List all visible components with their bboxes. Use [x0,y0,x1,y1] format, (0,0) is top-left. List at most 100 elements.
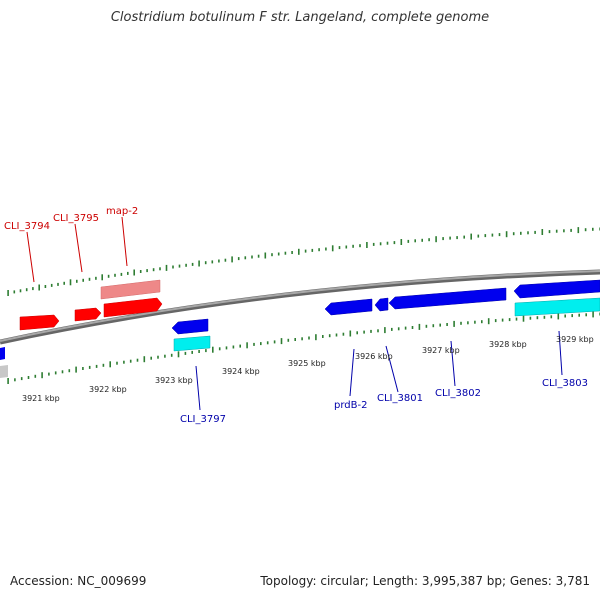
upper-track-tick [191,262,194,266]
upper-track-tick [379,242,382,246]
lower-track-tick [411,326,414,329]
lower-track-tick [391,327,393,331]
forward-gene-labels: CLI_3794 CLI_3795 map-2 [4,206,138,232]
lower-track-tick [487,318,490,325]
upper-track-tick [152,268,155,272]
gene-map-2-light [100,279,161,300]
gene-cli-3802[interactable] [388,287,507,310]
upper-track-tick [107,274,110,278]
upper-track-tick [393,241,396,245]
upper-track-tick [570,228,572,232]
lower-track-tick [335,333,338,337]
lower-track-tick [239,344,241,348]
lower-track-tick [170,353,173,357]
label-cli-3795[interactable]: CLI_3795 [53,213,99,224]
gene-cli-3803[interactable] [513,279,600,299]
scale-label-3927: 3927 kbp [422,346,460,355]
lower-track-tick [446,323,448,326]
lower-tick-track [7,311,600,384]
gene-cli-3803-light [514,297,600,317]
label-cli-3801[interactable]: CLI_3801 [377,393,423,404]
label-cli-3803[interactable]: CLI_3803 [542,378,588,389]
upper-track-tick [449,236,451,240]
upper-track-tick [400,239,403,245]
label-cli-3794[interactable]: CLI_3794 [4,221,50,232]
label-cli-3797[interactable]: CLI_3797 [180,414,226,425]
scale-label-3921: 3921 kbp [22,394,60,403]
lower-track-tick [377,329,379,333]
upper-track-tick [146,269,148,273]
upper-track-tick [25,288,28,292]
lower-track-tick [246,342,248,349]
upper-track-tick [407,239,410,243]
gene-prdb-2[interactable] [324,298,373,316]
leader-cli-3794 [26,231,35,283]
lower-track-tick [48,372,50,376]
lower-track-tick [273,340,276,344]
lower-track-tick [404,326,407,330]
scale-labels: 3921 kbp 3922 kbp 3923 kbp 3924 kbp 3925… [22,335,594,403]
upper-track-tick [244,256,247,260]
lower-track-tick [20,377,23,381]
upper-track-tick [359,244,361,248]
lower-track-tick [294,338,296,341]
lower-track-tick [384,327,386,334]
upper-track-tick [534,230,536,234]
scale-label-3924: 3924 kbp [222,367,260,376]
gene-cli-3801[interactable] [374,297,389,312]
label-leaders [26,216,563,411]
lower-track-tick [88,365,91,369]
gene-cli-3795[interactable] [74,307,102,322]
upper-track-tick [44,285,47,288]
upper-track-tick [311,248,314,252]
upper-track-tick [442,237,444,241]
lower-track-tick [164,354,166,358]
lower-track-tick [191,350,193,354]
genome-backbone-highlight [0,270,600,342]
lower-track-tick [522,315,525,322]
upper-track-tick [13,290,16,294]
label-cli-3802[interactable]: CLI_3802 [435,388,481,399]
lower-track-tick [308,336,310,340]
label-map-2[interactable]: map-2 [106,206,138,217]
gene-cli-3794[interactable] [19,314,60,331]
upper-track-tick [120,272,123,276]
lower-track-tick [322,335,324,338]
lower-track-tick [41,372,43,379]
upper-track-tick [428,238,430,242]
lower-track-tick [328,334,331,338]
leader-cli-3803 [558,330,563,376]
upper-track-tick [491,233,494,237]
leader-cli-3802 [450,340,456,387]
lower-track-tick [34,374,37,378]
upper-track-tick [237,257,240,261]
upper-track-tick [198,260,200,267]
scale-label-3929: 3929 kbp [556,335,594,344]
upper-track-tick [456,236,458,240]
upper-track-tick [555,229,558,233]
lower-track-tick [578,313,580,317]
lower-track-tick [301,337,303,341]
reverse-gene-track [0,279,600,378]
scale-label-3928: 3928 kbp [489,340,527,349]
gene-map-2[interactable] [103,297,163,318]
upper-track-tick [366,242,368,248]
upper-track-tick [218,259,220,263]
lower-track-tick [287,338,290,342]
upper-track-tick [57,282,59,286]
lower-track-tick [571,314,573,318]
upper-track-tick [414,239,416,243]
upper-track-tick [520,231,522,235]
label-prdb-2[interactable]: prdB-2 [334,400,367,411]
lower-track-tick [543,315,546,319]
upper-track-tick [224,258,227,262]
upper-track-tick [592,227,594,231]
lower-track-tick [536,316,539,320]
lower-track-tick [467,321,469,325]
gene-cli-3797[interactable] [171,318,209,335]
lower-track-tick [102,363,105,367]
upper-track-tick [127,271,129,275]
lower-track-tick [432,324,435,328]
lower-track-tick [585,313,587,317]
